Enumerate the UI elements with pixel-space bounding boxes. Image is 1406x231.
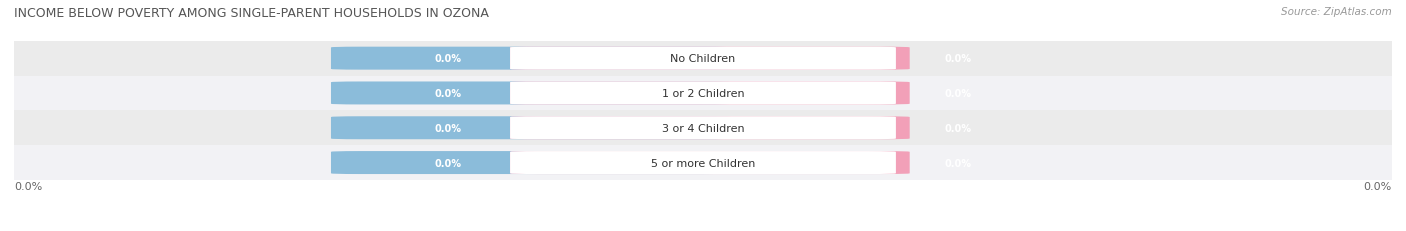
Text: 0.0%: 0.0%: [945, 54, 972, 64]
FancyBboxPatch shape: [510, 82, 896, 105]
Bar: [14, 146, 1392, 180]
FancyBboxPatch shape: [510, 152, 896, 174]
Bar: [14, 111, 1392, 146]
Bar: [14, 42, 1392, 76]
Text: 0.0%: 0.0%: [434, 88, 461, 99]
FancyBboxPatch shape: [510, 82, 910, 105]
FancyBboxPatch shape: [510, 48, 910, 70]
Text: Source: ZipAtlas.com: Source: ZipAtlas.com: [1281, 7, 1392, 17]
FancyBboxPatch shape: [510, 48, 896, 70]
Text: 0.0%: 0.0%: [945, 88, 972, 99]
Text: 0.0%: 0.0%: [434, 158, 461, 168]
Text: 0.0%: 0.0%: [434, 123, 461, 133]
FancyBboxPatch shape: [330, 152, 731, 174]
Text: 1 or 2 Children: 1 or 2 Children: [662, 88, 744, 99]
Text: No Children: No Children: [671, 54, 735, 64]
Text: 0.0%: 0.0%: [434, 54, 461, 64]
Text: 0.0%: 0.0%: [945, 123, 972, 133]
Text: 0.0%: 0.0%: [14, 181, 42, 191]
Text: 0.0%: 0.0%: [945, 158, 972, 168]
FancyBboxPatch shape: [330, 117, 731, 140]
Text: INCOME BELOW POVERTY AMONG SINGLE-PARENT HOUSEHOLDS IN OZONA: INCOME BELOW POVERTY AMONG SINGLE-PARENT…: [14, 7, 489, 20]
FancyBboxPatch shape: [510, 117, 910, 140]
Bar: [14, 76, 1392, 111]
Text: 0.0%: 0.0%: [1364, 181, 1392, 191]
FancyBboxPatch shape: [510, 117, 896, 140]
Text: 5 or more Children: 5 or more Children: [651, 158, 755, 168]
FancyBboxPatch shape: [330, 48, 731, 70]
FancyBboxPatch shape: [510, 152, 910, 174]
FancyBboxPatch shape: [330, 82, 731, 105]
Text: 3 or 4 Children: 3 or 4 Children: [662, 123, 744, 133]
